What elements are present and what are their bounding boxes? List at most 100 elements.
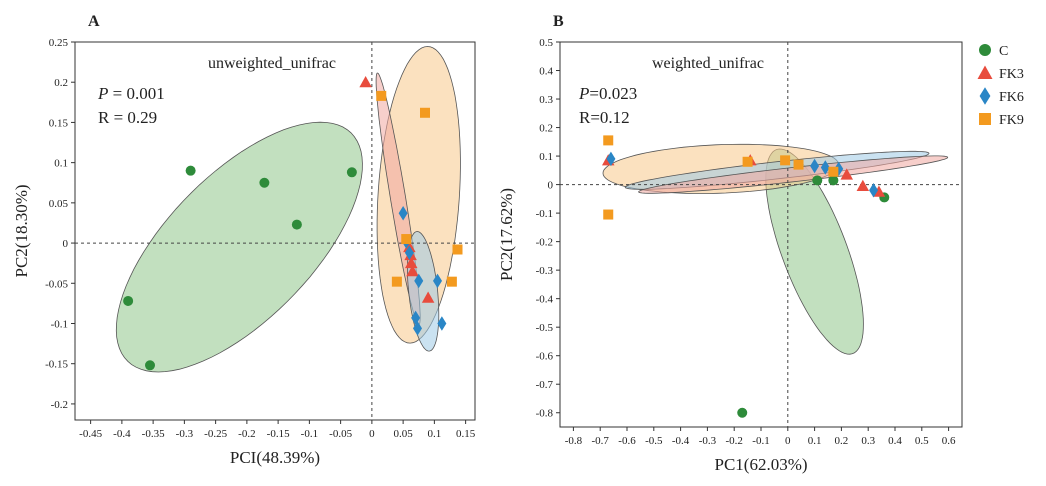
y-tick-label: -0.1 (536, 208, 553, 220)
point-fk9 (452, 244, 463, 255)
x-tick-label: 0.1 (428, 428, 442, 440)
x-tick-label: -0.4 (113, 428, 131, 440)
method-label: weighted_unifrac (652, 55, 764, 72)
point-fk6 (404, 245, 414, 260)
point-c (737, 407, 748, 418)
y-tick-label: 0 (548, 180, 554, 192)
confidence-ellipses (115, 46, 461, 373)
y-tick-label: -0.6 (536, 351, 554, 363)
point-c (185, 165, 196, 176)
x-tick-label: -0.2 (725, 435, 742, 447)
x-tick-label: 0.2 (835, 435, 849, 447)
x-tick-label: -0.1 (301, 428, 318, 440)
x-tick-label: 0.6 (942, 435, 956, 447)
y-tick-label: 0.3 (539, 94, 553, 106)
legend-marker-fk9 (979, 113, 991, 125)
x-tick-label: 0.4 (888, 435, 902, 447)
x-tick-label: 0.05 (394, 428, 414, 440)
panel-letter: A (88, 13, 100, 30)
point-fk3 (405, 256, 418, 269)
y-tick-label: 0.25 (49, 37, 69, 49)
y-tick-label: 0.15 (49, 117, 69, 129)
x-tick-label: -0.3 (176, 428, 194, 440)
r-value-annotation: R=0.12 (579, 108, 630, 127)
x-tick-label: 0 (369, 428, 375, 440)
p-value: = 0.001 (108, 84, 164, 103)
point-fk6 (810, 158, 820, 174)
p-symbol: P (578, 84, 589, 103)
legend-label-fk3: FK3 (999, 67, 1024, 82)
point-fk3 (359, 75, 372, 88)
y-axis-label: PC2(18.30%) (12, 184, 31, 277)
y-tick-label: -0.2 (536, 237, 553, 249)
x-tick-label: -0.15 (267, 428, 290, 440)
point-fk9 (603, 135, 614, 146)
point-c (812, 175, 823, 186)
x-tick-label: -0.05 (329, 428, 352, 440)
legend-label-fk9: FK9 (999, 113, 1024, 128)
legend-marker-c (979, 44, 991, 56)
x-tick-label: 0.5 (915, 435, 929, 447)
p-symbol: P (97, 84, 108, 103)
point-c (828, 175, 839, 186)
y-tick-label: -0.1 (51, 318, 68, 330)
y-tick-label: 0.05 (49, 198, 69, 210)
y-tick-label: -0.7 (536, 379, 554, 391)
x-tick-label: -0.35 (142, 428, 165, 440)
point-fk6 (398, 206, 408, 221)
plot-frame (74, 41, 476, 421)
x-tick-label: 0.15 (456, 428, 476, 440)
x-tick-label: -0.1 (752, 435, 769, 447)
point-fk9 (391, 276, 402, 287)
point-fk3 (856, 179, 870, 192)
x-axis-label: PCI(48.39%) (230, 448, 320, 467)
point-fk3 (840, 168, 854, 180)
p-value-annotation: P=0.023 (578, 84, 637, 103)
point-fk6 (437, 316, 447, 331)
y-tick-label: -0.5 (536, 322, 554, 334)
confidence-ellipses (602, 143, 949, 355)
y-tick-label: -0.4 (536, 294, 554, 306)
point-fk6 (413, 321, 422, 336)
point-fk9 (401, 234, 412, 245)
ellipse-fk3 (638, 155, 949, 194)
y-tick-label: -0.15 (45, 359, 68, 371)
point-fk3 (406, 264, 419, 277)
y-tick-label: -0.8 (536, 408, 554, 420)
legend: C FK3 FK6 FK9 (977, 44, 1024, 128)
point-c (259, 177, 270, 188)
legend-marker-fk3 (977, 65, 993, 79)
point-fk6 (820, 160, 830, 175)
r-value-annotation: R = 0.29 (98, 108, 157, 127)
x-tick-label: -0.8 (565, 435, 583, 447)
point-fk9 (780, 155, 791, 166)
ellipse-c (115, 121, 363, 373)
x-tick-label: 0 (785, 435, 791, 447)
y-tick-label: 0.2 (54, 77, 68, 89)
y-tick-label: 0.2 (539, 123, 553, 135)
point-c (145, 360, 155, 371)
x-tick-label: 0.3 (861, 435, 875, 447)
y-tick-label: 0.4 (539, 66, 553, 78)
point-fk9 (446, 276, 457, 287)
legend-marker-fk6 (979, 87, 991, 105)
legend-label-fk6: FK6 (999, 90, 1024, 105)
y-axis-label: PC2(17.62%) (497, 188, 516, 281)
point-fk6 (606, 151, 616, 167)
point-c (346, 167, 357, 178)
panel-b: B -0.8 -0.7 -0.6 -0.5 -0.4 -0.3 -0.2 -0.1 0 0.1 0.2… (497, 13, 1024, 474)
p-value: =0.023 (589, 84, 637, 103)
y-tick-label: -0.2 (51, 399, 68, 411)
method-label: unweighted_unifrac (208, 55, 336, 72)
y-tick-label: -0.05 (45, 278, 68, 290)
p-value-annotation: P = 0.001 (97, 84, 165, 103)
y-tick-label: -0.3 (536, 265, 554, 277)
point-fk6 (869, 183, 879, 198)
point-c (291, 219, 302, 230)
x-tick-label: -0.25 (204, 428, 227, 440)
y-tick-label: 0.1 (539, 151, 553, 163)
point-fk9 (420, 107, 430, 118)
data-points (601, 135, 890, 418)
point-fk6 (433, 273, 442, 289)
point-fk9 (828, 166, 839, 177)
